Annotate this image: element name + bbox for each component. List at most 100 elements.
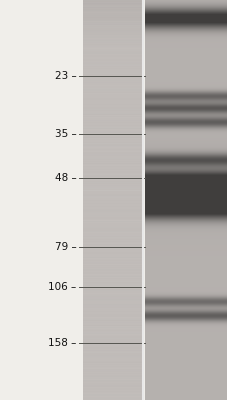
Bar bbox=[83, 40, 143, 41]
Bar bbox=[145, 163, 227, 164]
Bar bbox=[83, 11, 143, 12]
Bar bbox=[83, 81, 143, 82]
Bar bbox=[145, 332, 227, 333]
Bar bbox=[83, 175, 143, 176]
Bar bbox=[145, 344, 227, 345]
Bar bbox=[145, 397, 227, 398]
Bar bbox=[145, 121, 227, 122]
Bar bbox=[145, 1, 227, 2]
Bar bbox=[83, 115, 143, 116]
Bar bbox=[145, 180, 227, 181]
Bar bbox=[145, 35, 227, 36]
Bar bbox=[83, 271, 143, 272]
Bar bbox=[145, 78, 227, 79]
Bar bbox=[145, 147, 227, 148]
Bar bbox=[83, 44, 143, 45]
Bar bbox=[83, 27, 143, 28]
Bar bbox=[145, 165, 227, 166]
Bar bbox=[145, 135, 227, 136]
Bar bbox=[83, 317, 143, 318]
Bar bbox=[83, 139, 143, 140]
Bar bbox=[83, 283, 143, 284]
Bar bbox=[83, 249, 143, 250]
Bar bbox=[145, 98, 227, 99]
Bar bbox=[83, 368, 143, 369]
Bar bbox=[145, 132, 227, 133]
Bar bbox=[145, 369, 227, 370]
Bar bbox=[83, 207, 143, 208]
Bar bbox=[145, 226, 227, 227]
Bar bbox=[145, 232, 227, 233]
Bar bbox=[83, 218, 143, 219]
Bar bbox=[83, 46, 143, 47]
Bar bbox=[145, 99, 227, 100]
Bar bbox=[145, 100, 227, 101]
Bar bbox=[83, 220, 143, 221]
Bar bbox=[83, 122, 143, 123]
Bar bbox=[145, 249, 227, 250]
Bar bbox=[83, 169, 143, 170]
Bar bbox=[83, 219, 143, 220]
Bar bbox=[145, 395, 227, 396]
Bar bbox=[83, 32, 143, 33]
Bar bbox=[83, 58, 143, 59]
Bar bbox=[83, 30, 143, 31]
Bar bbox=[83, 318, 143, 319]
Bar bbox=[83, 391, 143, 392]
Bar bbox=[83, 349, 143, 350]
Bar bbox=[145, 158, 227, 159]
Bar bbox=[145, 114, 227, 115]
Bar bbox=[83, 392, 143, 393]
Bar bbox=[83, 181, 143, 182]
Bar bbox=[83, 227, 143, 228]
Bar bbox=[83, 157, 143, 158]
Bar bbox=[83, 8, 143, 9]
Bar bbox=[145, 124, 227, 125]
Bar bbox=[83, 296, 143, 297]
Bar bbox=[145, 234, 227, 235]
Bar bbox=[145, 131, 227, 132]
Bar bbox=[145, 325, 227, 326]
Bar bbox=[145, 371, 227, 372]
Bar bbox=[145, 73, 227, 74]
Bar bbox=[83, 50, 143, 51]
Bar bbox=[83, 91, 143, 92]
Bar bbox=[145, 375, 227, 376]
Bar bbox=[0, 0, 83, 400]
Bar bbox=[83, 244, 143, 245]
Bar bbox=[145, 104, 227, 105]
Bar bbox=[83, 189, 143, 190]
Bar bbox=[83, 88, 143, 89]
Bar bbox=[145, 363, 227, 364]
Bar bbox=[145, 23, 227, 24]
Bar bbox=[145, 302, 227, 303]
Bar bbox=[83, 321, 143, 322]
Bar bbox=[83, 373, 143, 374]
Bar bbox=[145, 149, 227, 150]
Bar bbox=[145, 211, 227, 212]
Bar bbox=[145, 208, 227, 209]
Bar bbox=[145, 64, 227, 65]
Bar bbox=[145, 110, 227, 111]
Bar bbox=[145, 175, 227, 176]
Bar bbox=[145, 169, 227, 170]
Bar bbox=[83, 275, 143, 276]
Bar bbox=[145, 155, 227, 156]
Bar bbox=[83, 338, 143, 339]
Bar bbox=[145, 126, 227, 127]
Bar bbox=[145, 119, 227, 120]
Bar bbox=[145, 128, 227, 129]
Bar bbox=[83, 56, 143, 57]
Bar bbox=[145, 242, 227, 243]
Bar bbox=[145, 20, 227, 21]
Bar bbox=[83, 37, 143, 38]
Bar bbox=[145, 225, 227, 226]
Bar bbox=[83, 345, 143, 346]
Bar bbox=[83, 399, 143, 400]
Bar bbox=[83, 188, 143, 189]
Bar bbox=[83, 114, 143, 115]
Bar bbox=[83, 93, 143, 94]
Bar bbox=[145, 44, 227, 45]
Bar bbox=[145, 28, 227, 29]
Bar bbox=[145, 191, 227, 192]
